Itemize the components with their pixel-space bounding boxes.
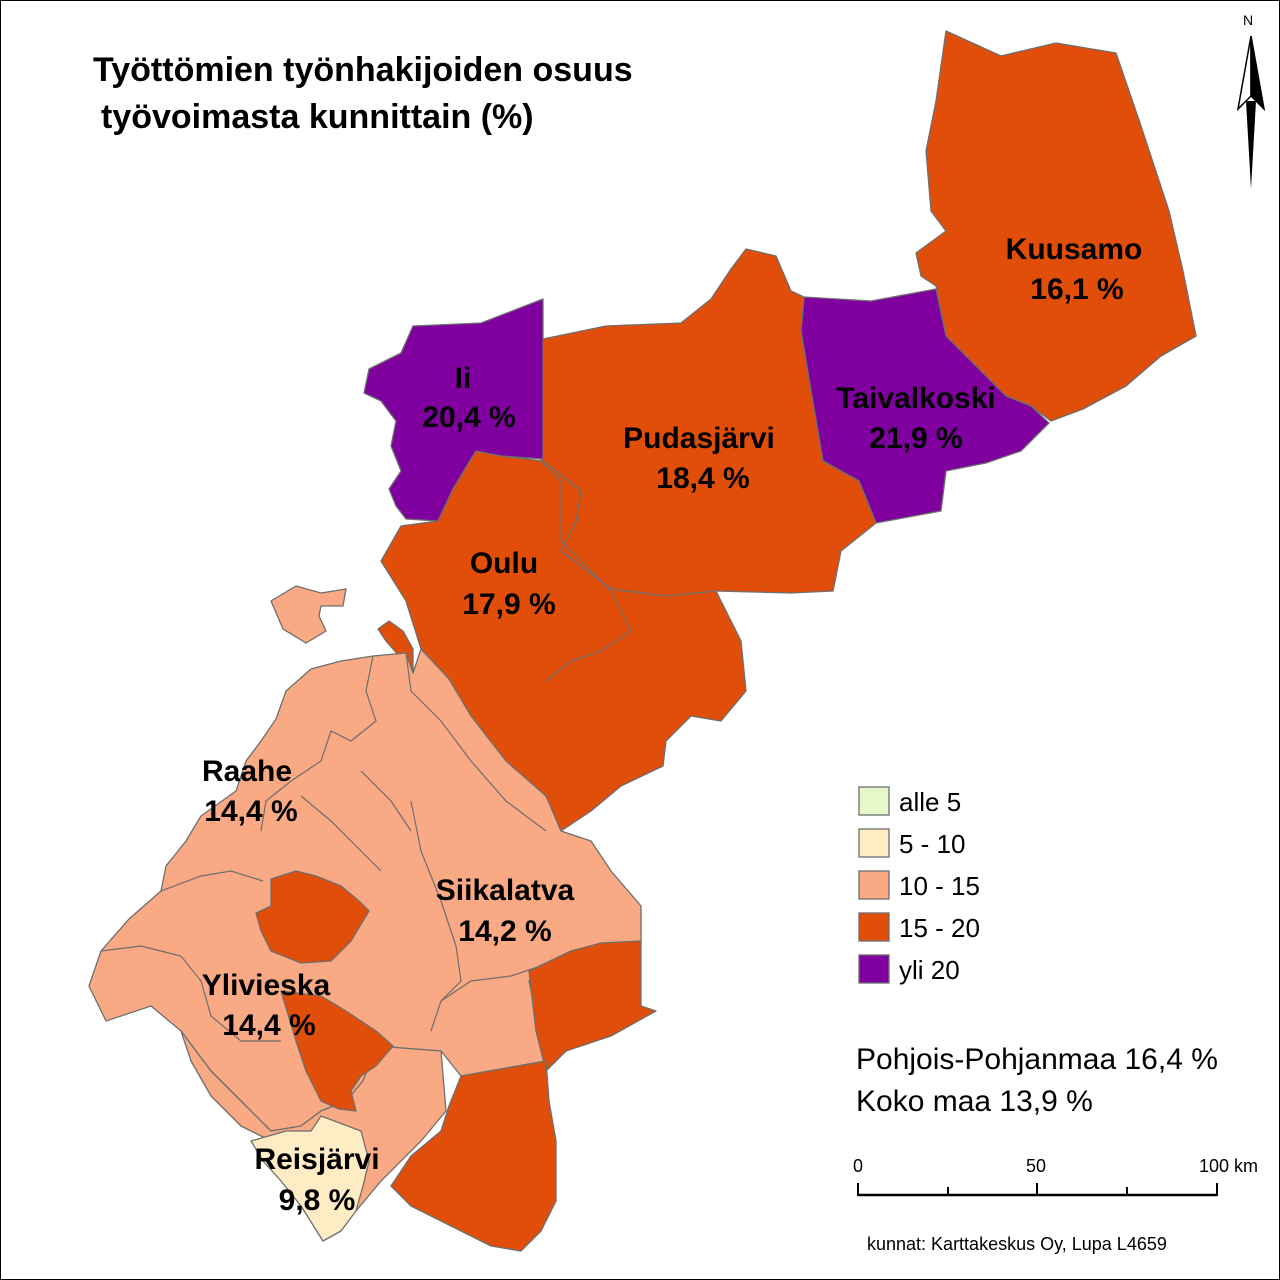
label-oulu-name: Oulu [470, 547, 538, 580]
label-oulu-value: 17,9 % [462, 588, 555, 621]
map-title-line2: työvoimasta kunnittain (%) [101, 98, 534, 136]
scale-label-50: 50 [1026, 1156, 1046, 1176]
label-ylivieska-value: 14,4 % [222, 1009, 315, 1042]
region-oulu[interactable] [380, 450, 747, 832]
stat-country: Koko maa 13,9 % [856, 1085, 1093, 1118]
scale-bar: 0 50 100 km [853, 1156, 1258, 1197]
north-arrow-icon: N [1236, 12, 1266, 189]
region-kemi-inland [255, 870, 370, 964]
legend-swatch [858, 786, 890, 816]
label-ii-value: 20,4 % [422, 401, 515, 434]
scale-label-100: 100 km [1199, 1156, 1258, 1176]
region-southern-orange [280, 990, 394, 1112]
region-east-orange [528, 940, 657, 1072]
stat-region: Pohjois-Pohjanmaa 16,4 % [856, 1043, 1218, 1076]
label-kuusamo-name: Kuusamo [1006, 233, 1143, 266]
label-ii-name: Ii [455, 362, 472, 395]
label-siikalatva-name: Siikalatva [436, 874, 575, 907]
legend-swatch [858, 828, 890, 858]
label-pudasjarvi-name: Pudasjärvi [623, 422, 775, 455]
internal-borders [100, 460, 632, 1042]
label-kuusamo-value: 16,1 % [1030, 273, 1123, 306]
label-raahe-value: 14,4 % [204, 795, 297, 828]
region-reisjarvi[interactable] [250, 1115, 370, 1242]
scale-label-0: 0 [853, 1156, 863, 1176]
region-hailuoto [270, 585, 347, 644]
svg-text:N: N [1243, 12, 1253, 28]
label-reisjarvi-value: 9,8 % [279, 1184, 356, 1217]
label-siikalatva-value: 14,2 % [458, 915, 551, 948]
region-ylivieska-south [180, 1030, 447, 1212]
legend-label: 5 - 10 [899, 829, 966, 859]
legend-swatch [858, 954, 890, 984]
legend: alle 5 5 - 10 10 - 15 15 - 20 yli 20 [858, 786, 980, 985]
legend-swatch [858, 870, 890, 900]
region-labels: Kuusamo 16,1 % Ii 20,4 % Taivalkoski 21,… [202, 233, 1143, 1217]
label-taivalkoski-name: Taivalkoski [836, 382, 996, 415]
label-raahe-name: Raahe [202, 755, 292, 788]
municipality-map [88, 30, 1197, 1252]
legend-label: alle 5 [899, 787, 961, 817]
map-title-line1: Työttömien työnhakijoiden osuus [93, 51, 633, 89]
legend-item: yli 20 [858, 954, 960, 985]
label-ylivieska-name: Ylivieska [202, 969, 331, 1002]
region-kuusamo[interactable] [915, 30, 1197, 422]
legend-item: 15 - 20 [858, 912, 980, 943]
legend-label: 15 - 20 [899, 913, 980, 943]
label-reisjarvi-name: Reisjärvi [254, 1143, 379, 1176]
legend-label: 10 - 15 [899, 871, 980, 901]
legend-swatch [858, 912, 890, 942]
region-south-orange [390, 1060, 557, 1252]
legend-label: yli 20 [899, 955, 960, 985]
legend-item: 10 - 15 [858, 870, 980, 901]
label-taivalkoski-value: 21,9 % [869, 422, 962, 455]
legend-item: 5 - 10 [858, 828, 966, 859]
legend-item: alle 5 [858, 786, 961, 817]
label-pudasjarvi-value: 18,4 % [656, 462, 749, 495]
map-credit: kunnat: Karttakeskus Oy, Lupa L4659 [867, 1234, 1167, 1254]
